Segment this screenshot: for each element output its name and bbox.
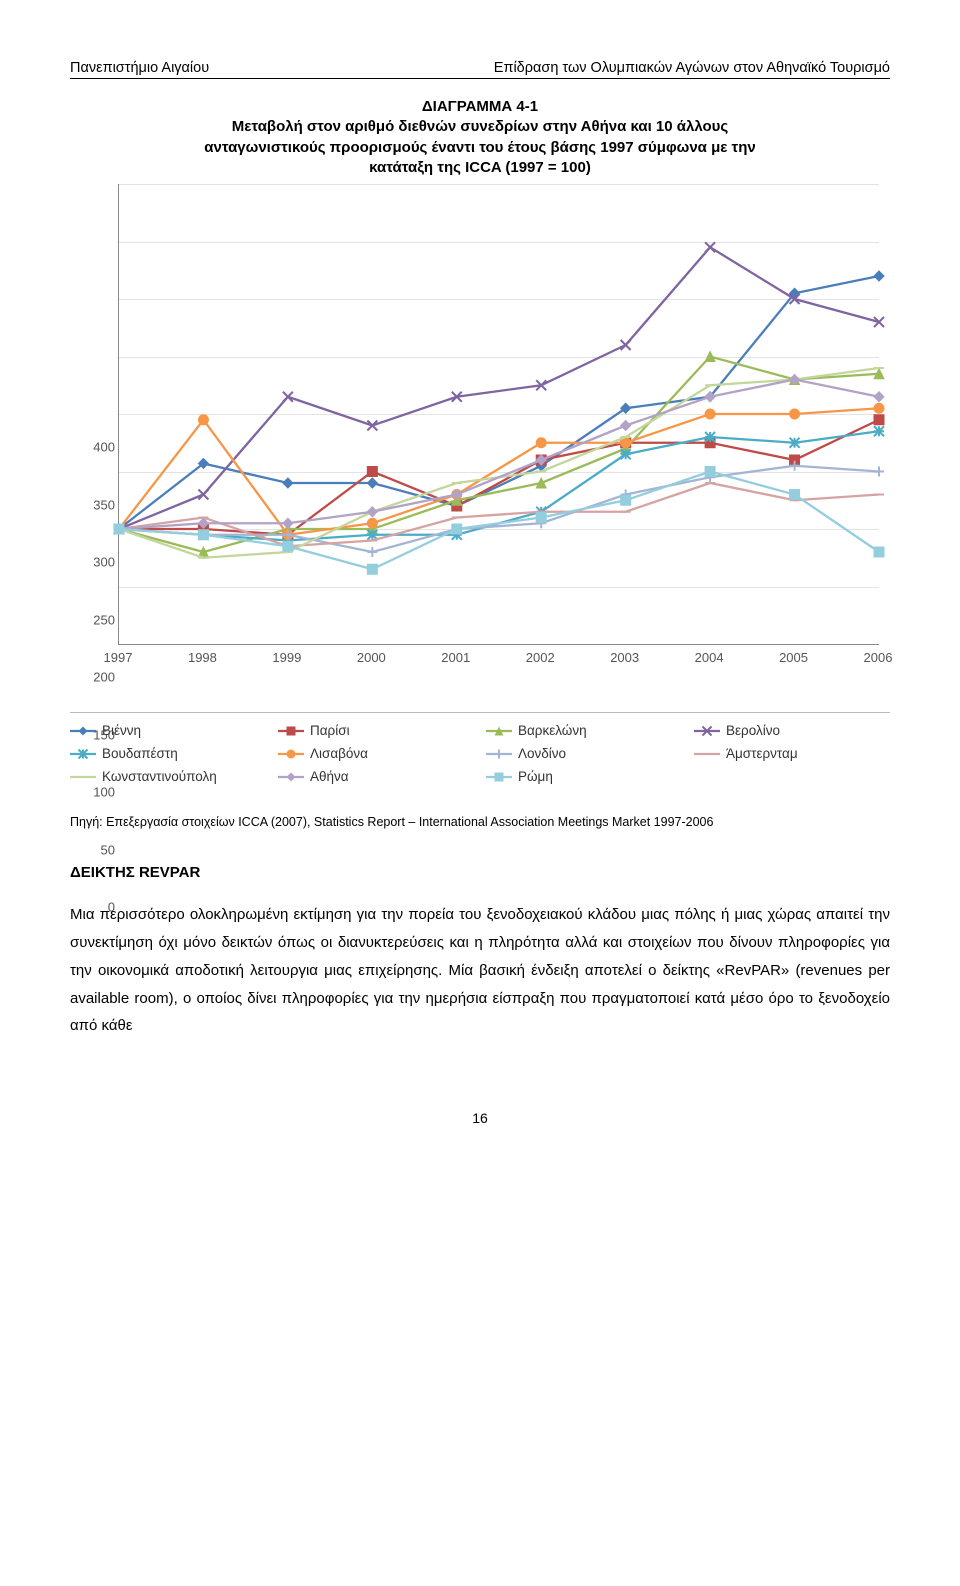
series-marker (367, 518, 377, 528)
series-marker (874, 426, 884, 436)
series-marker (621, 340, 631, 350)
series-marker (874, 415, 884, 425)
series-marker (536, 438, 546, 448)
series-marker (198, 530, 208, 540)
legend-item: Βερολίνο (694, 723, 890, 738)
legend-label: Αθήνα (310, 769, 349, 784)
series-marker (621, 421, 631, 431)
legend-item: Παρίσι (278, 723, 474, 738)
series-marker (283, 478, 293, 488)
header-right: Επίδραση των Ολυμπιακών Αγώνων στον Αθην… (494, 60, 890, 76)
legend-swatch (486, 724, 512, 738)
legend-label: Λονδίνο (518, 746, 566, 761)
series-marker (198, 415, 208, 425)
series-marker (367, 478, 377, 488)
page-number: 16 (70, 1110, 890, 1126)
series-marker (536, 513, 546, 523)
legend-label: Βερολίνο (726, 723, 780, 738)
chart-title-line: ανταγωνιστικούς προορισμούς έναντι του έ… (130, 138, 830, 158)
series-marker (283, 518, 293, 528)
line-chart: 0501001502002503003504001997199819992000… (70, 184, 890, 704)
x-axis-tick: 2002 (510, 650, 570, 665)
legend-swatch (694, 747, 720, 761)
legend-item: Λονδίνο (486, 746, 682, 761)
legend-label: Ρώμη (518, 769, 553, 784)
chart-legend: ΒιέννηΠαρίσιΒαρκελώνηΒερολίνοΒουδαπέστηΛ… (70, 712, 890, 784)
legend-label: Κωνσταντινούπολη (102, 769, 217, 784)
series-marker (705, 242, 715, 252)
x-axis-tick: 2005 (764, 650, 824, 665)
x-axis-tick: 2001 (426, 650, 486, 665)
series-svg (119, 184, 879, 644)
legend-swatch (486, 747, 512, 761)
body-paragraph: Μια περισσότερο ολοκληρωμένη εκτίμηση γι… (70, 901, 890, 1040)
series-marker (874, 403, 884, 413)
series-marker (367, 564, 377, 574)
series-marker (367, 467, 377, 477)
legend-swatch (278, 724, 304, 738)
legend-swatch (278, 747, 304, 761)
plot-area (118, 184, 879, 645)
x-axis-tick: 2003 (595, 650, 655, 665)
y-axis-tick: 400 (75, 440, 115, 969)
series-line (119, 368, 879, 558)
legend-label: Βαρκελώνη (518, 723, 587, 738)
legend-swatch (486, 770, 512, 784)
legend-item: Αθήνα (278, 769, 474, 784)
series-marker (705, 432, 715, 442)
x-axis-tick: 2006 (848, 650, 908, 665)
series-marker (367, 530, 377, 540)
series-marker (705, 409, 715, 419)
series-marker (452, 524, 462, 534)
legend-swatch (694, 724, 720, 738)
series-marker (114, 524, 124, 534)
chart-title-line: Μεταβολή στον αριθμό διεθνών συνεδρίων σ… (130, 117, 830, 137)
series-marker (367, 507, 377, 517)
x-axis-tick: 1999 (257, 650, 317, 665)
x-axis-tick: 1998 (172, 650, 232, 665)
legend-label: Άμστερνταμ (726, 746, 798, 761)
series-marker (874, 271, 884, 281)
chart-title-line: ΔΙΑΓΡΑΜΜΑ 4-1 (130, 97, 830, 117)
legend-swatch (278, 770, 304, 784)
section-heading: ΔΕΙΚΤΗΣ REVPAR (70, 864, 890, 881)
legend-item: Άμστερνταμ (694, 746, 890, 761)
series-marker (705, 467, 715, 477)
chart-source: Πηγή: Επεξεργασία στοιχείων ICCA (2007),… (70, 814, 890, 830)
series-marker (198, 490, 208, 500)
chart-title-line: κατάταξη της ICCA (1997 = 100) (130, 158, 830, 178)
legend-item: Βαρκελώνη (486, 723, 682, 738)
series-marker (283, 541, 293, 551)
x-axis-tick: 1997 (88, 650, 148, 665)
series-marker (790, 409, 800, 419)
x-axis-tick: 2004 (679, 650, 739, 665)
series-marker (621, 495, 631, 505)
page-header: Πανεπιστήμιο Αιγαίου Επίδραση των Ολυμπι… (70, 60, 890, 79)
series-marker (874, 467, 884, 477)
series-marker (874, 392, 884, 402)
series-marker (790, 490, 800, 500)
x-axis-tick: 2000 (341, 650, 401, 665)
series-marker (790, 438, 800, 448)
series-marker (621, 449, 631, 459)
legend-label: Λισαβόνα (310, 746, 368, 761)
legend-item: Ρώμη (486, 769, 682, 784)
legend-label: Παρίσι (310, 723, 350, 738)
legend-item: Λισαβόνα (278, 746, 474, 761)
chart-title: ΔΙΑΓΡΑΜΜΑ 4-1 Μεταβολή στον αριθμό διεθν… (130, 97, 830, 178)
series-marker (874, 547, 884, 557)
series-marker (367, 547, 377, 557)
header-left: Πανεπιστήμιο Αιγαίου (70, 60, 209, 76)
